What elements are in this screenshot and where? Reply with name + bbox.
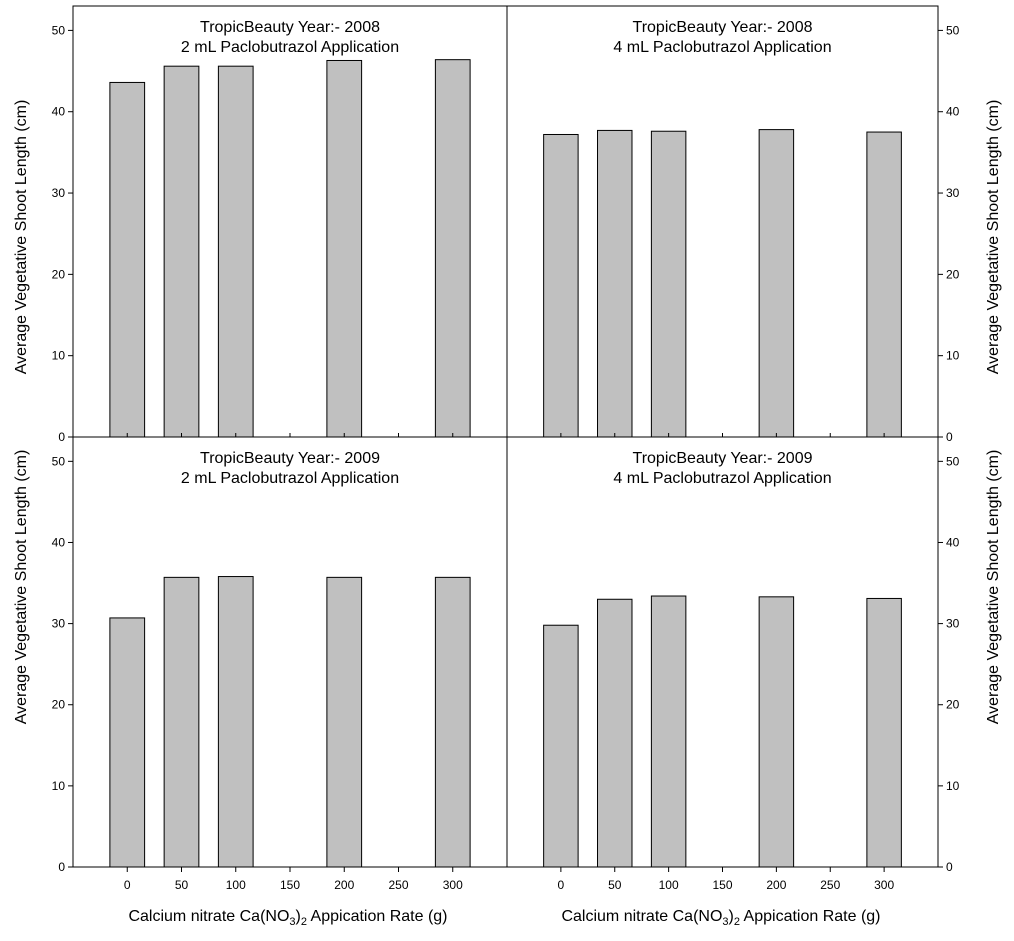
- x-tick-label-bottom-left-0: 0: [124, 878, 131, 892]
- y-axis-title-top-right: Average Vegetative Shoot Length (cm): [985, 100, 1002, 375]
- x-tick-label-bottom-right-300: 300: [874, 878, 894, 892]
- panel-subtitle-top-right: 4 mL Paclobutrazol Application: [613, 39, 831, 56]
- y-tick-label-bottom-right-40: 40: [946, 535, 960, 549]
- y-tick-label-bottom-right-0: 0: [946, 860, 953, 874]
- y-axis-title-bottom-left: Average Vegetative Shoot Length (cm): [13, 450, 30, 725]
- panel-subtitle-top-left: 2 mL Paclobutrazol Application: [181, 39, 399, 56]
- chart-panel-top-right: 0 10 20 30 40 50 TropicBeauty Year:- 2008 4 mL …: [506, 5, 960, 444]
- bar-top-right-200: [758, 129, 795, 438]
- bar-top-left-300: [434, 59, 471, 438]
- x-tick-label-bottom-left-100: 100: [226, 878, 246, 892]
- bar-top-right-0: [543, 133, 579, 438]
- y-tick-label-bottom-left-10: 10: [52, 779, 66, 793]
- x-tick-label-bottom-right-100: 100: [659, 878, 679, 892]
- bar-bottom-left-200: [326, 576, 363, 868]
- y-tick-label-bottom-right-20: 20: [946, 698, 960, 712]
- y-tick-label-bottom-left-30: 30: [52, 617, 66, 631]
- bar-top-right-50: [597, 129, 633, 438]
- y-tick-label-bottom-right-50: 50: [946, 454, 960, 468]
- y-tick-label-top-left-30: 30: [52, 186, 66, 200]
- y-tick-label-top-left-50: 50: [52, 23, 66, 37]
- x-tick-label-bottom-right-0: 0: [558, 878, 565, 892]
- y-tick-label-top-right-50: 50: [946, 23, 960, 37]
- bar-top-left-0: [109, 81, 146, 438]
- x-axis-title-right: Calcium nitrate Ca(NO3)2 Appication Rate…: [561, 908, 880, 928]
- x-tick-label-bottom-right-250: 250: [820, 878, 840, 892]
- y-tick-label-top-right-0: 0: [946, 430, 953, 444]
- y-tick-label-top-left-40: 40: [52, 105, 66, 119]
- y-tick-label-top-right-40: 40: [946, 105, 960, 119]
- bar-bottom-right-300: [866, 597, 902, 868]
- bar-bottom-left-300: [434, 576, 471, 868]
- panel-title-bottom-right: TropicBeauty Year:- 2009: [633, 450, 813, 467]
- chart-panel-top-left: 0 10 20 30 40 50 TropicBeauty Year:- 2008 2 mL …: [52, 5, 508, 444]
- panel-title-top-right: TropicBeauty Year:- 2008: [633, 19, 813, 36]
- chart-panel-bottom-left: 0 10 20 30 40 50 0 50 100 150 200 250 300 TropicBeaut…: [52, 436, 508, 892]
- bar-top-left-50: [163, 65, 200, 438]
- bar-bottom-left-0: [109, 617, 146, 868]
- bar-top-right-300: [866, 131, 902, 438]
- bar-top-left-200: [326, 59, 363, 438]
- y-tick-label-top-right-30: 30: [946, 186, 960, 200]
- x-tick-label-bottom-left-50: 50: [175, 878, 189, 892]
- x-tick-label-bottom-left-300: 300: [443, 878, 463, 892]
- x-tick-label-bottom-left-150: 150: [280, 878, 300, 892]
- bar-top-right-100: [650, 130, 687, 438]
- y-tick-label-bottom-right-10: 10: [946, 779, 960, 793]
- y-tick-label-top-left-20: 20: [52, 267, 66, 281]
- y-tick-label-bottom-left-0: 0: [58, 860, 65, 874]
- y-tick-label-top-left-0: 0: [58, 430, 65, 444]
- y-tick-label-bottom-right-30: 30: [946, 617, 960, 631]
- x-tick-label-bottom-right-50: 50: [608, 878, 622, 892]
- panel-subtitle-bottom-left: 2 mL Paclobutrazol Application: [181, 470, 399, 487]
- y-tick-label-top-right-10: 10: [946, 349, 960, 363]
- y-axis-title-top-left: Average Vegetative Shoot Length (cm): [13, 100, 30, 375]
- x-tick-label-bottom-right-150: 150: [712, 878, 732, 892]
- bar-bottom-right-50: [597, 598, 633, 868]
- bar-bottom-left-100: [217, 576, 254, 868]
- x-tick-label-bottom-right-200: 200: [766, 878, 786, 892]
- panel-title-bottom-left: TropicBeauty Year:- 2009: [200, 450, 380, 467]
- x-tick-label-bottom-left-200: 200: [334, 878, 354, 892]
- bar-top-left-100: [217, 65, 254, 438]
- bar-bottom-right-200: [758, 596, 795, 868]
- y-axis-title-bottom-right: Average Vegetative Shoot Length (cm): [985, 450, 1002, 725]
- panel-subtitle-bottom-right: 4 mL Paclobutrazol Application: [613, 470, 831, 487]
- y-tick-label-top-right-20: 20: [946, 267, 960, 281]
- y-tick-label-bottom-left-20: 20: [52, 698, 66, 712]
- x-tick-label-bottom-left-250: 250: [388, 878, 408, 892]
- y-tick-label-top-left-10: 10: [52, 349, 66, 363]
- y-tick-label-bottom-left-40: 40: [52, 535, 66, 549]
- panel-title-top-left: TropicBeauty Year:- 2008: [200, 19, 380, 36]
- y-tick-label-bottom-left-50: 50: [52, 454, 66, 468]
- bar-bottom-right-100: [650, 595, 687, 868]
- x-axis-title-left: Calcium nitrate Ca(NO3)2 Appication Rate…: [128, 908, 447, 928]
- panels-group: 0 10 20 30 40 50 TropicBeauty Year:- 2008 2 mL …: [52, 5, 960, 892]
- bar-bottom-left-50: [163, 576, 200, 868]
- bar-bottom-right-0: [543, 624, 579, 868]
- chart-panel-bottom-right: 0 10 20 30 40 50 0 50 100 150 200 250 300 TropicBeaut…: [506, 436, 960, 892]
